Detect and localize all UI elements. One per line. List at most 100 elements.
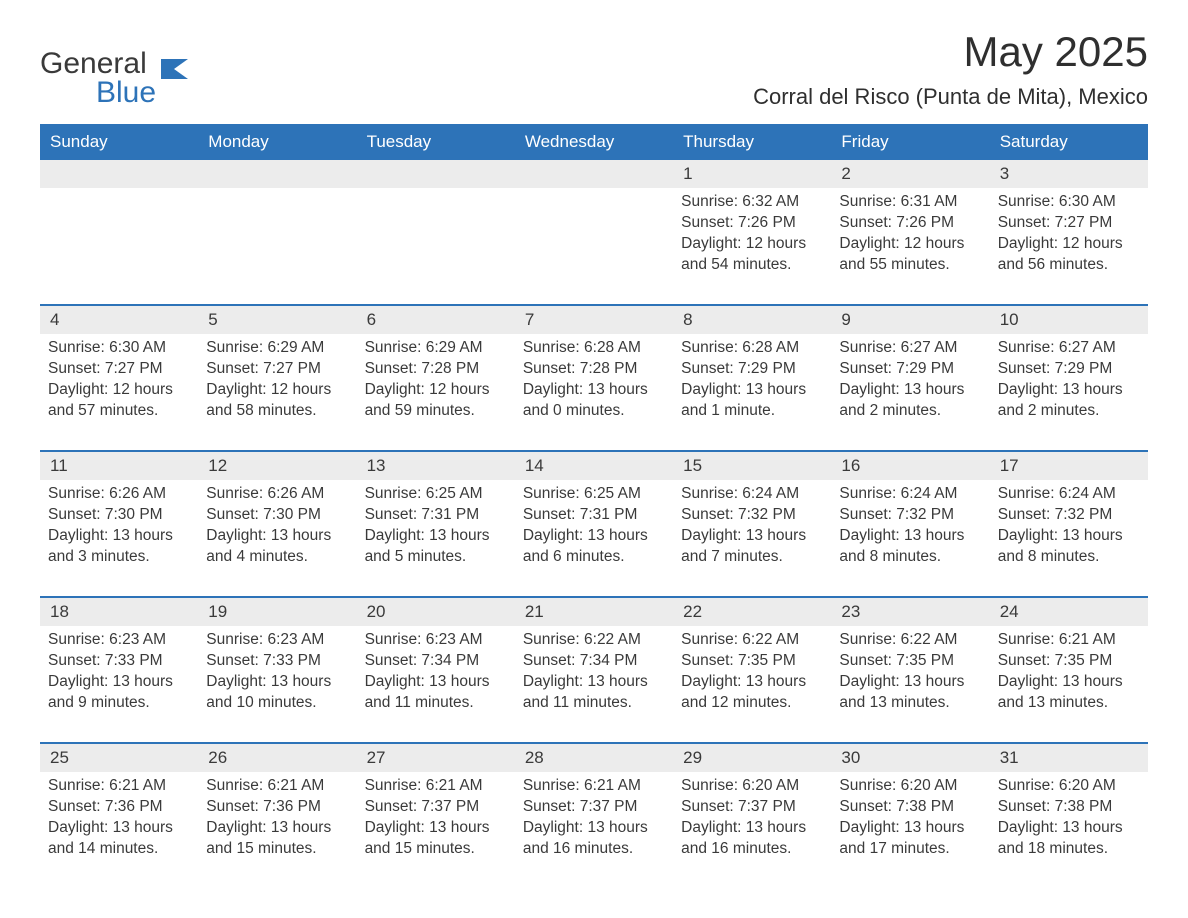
sunset-text: Sunset: 7:37 PM [365,797,507,818]
sunrise-text: Sunrise: 6:21 AM [365,776,507,797]
day-number: 15 [673,452,831,480]
daylight-text: Daylight: 13 hours and 9 minutes. [48,672,190,714]
daylight-text: Daylight: 13 hours and 2 minutes. [998,380,1140,422]
day-cell [40,160,198,288]
sunset-text: Sunset: 7:38 PM [998,797,1140,818]
sunset-text: Sunset: 7:32 PM [839,505,981,526]
day-number: 11 [40,452,198,480]
day-cell: 24Sunrise: 6:21 AMSunset: 7:35 PMDayligh… [990,598,1148,726]
day-number: 2 [831,160,989,188]
flag-icon [160,58,194,85]
daylight-text: Daylight: 13 hours and 3 minutes. [48,526,190,568]
logo-blue: Blue [96,79,156,108]
day-cell: 16Sunrise: 6:24 AMSunset: 7:32 PMDayligh… [831,452,989,580]
week-row: 25Sunrise: 6:21 AMSunset: 7:36 PMDayligh… [40,742,1148,872]
day-cell: 9Sunrise: 6:27 AMSunset: 7:29 PMDaylight… [831,306,989,434]
day-body: Sunrise: 6:25 AMSunset: 7:31 PMDaylight:… [357,480,515,574]
day-body: Sunrise: 6:30 AMSunset: 7:27 PMDaylight:… [40,334,198,428]
day-number: 14 [515,452,673,480]
day-body: Sunrise: 6:32 AMSunset: 7:26 PMDaylight:… [673,188,831,282]
day-body: Sunrise: 6:21 AMSunset: 7:36 PMDaylight:… [40,772,198,866]
sunrise-text: Sunrise: 6:23 AM [48,630,190,651]
day-body: Sunrise: 6:21 AMSunset: 7:37 PMDaylight:… [515,772,673,866]
day-cell: 22Sunrise: 6:22 AMSunset: 7:35 PMDayligh… [673,598,831,726]
sunrise-text: Sunrise: 6:28 AM [681,338,823,359]
daylight-text: Daylight: 13 hours and 15 minutes. [365,818,507,860]
daylight-text: Daylight: 13 hours and 1 minute. [681,380,823,422]
day-cell: 29Sunrise: 6:20 AMSunset: 7:37 PMDayligh… [673,744,831,872]
day-body: Sunrise: 6:27 AMSunset: 7:29 PMDaylight:… [831,334,989,428]
day-number: 30 [831,744,989,772]
day-number [40,160,198,188]
day-body: Sunrise: 6:24 AMSunset: 7:32 PMDaylight:… [990,480,1148,574]
sunrise-text: Sunrise: 6:31 AM [839,192,981,213]
sunset-text: Sunset: 7:31 PM [523,505,665,526]
daylight-text: Daylight: 13 hours and 11 minutes. [365,672,507,714]
weekday-header: Sunday Monday Tuesday Wednesday Thursday… [40,124,1148,160]
sunrise-text: Sunrise: 6:21 AM [206,776,348,797]
day-number: 22 [673,598,831,626]
sunrise-text: Sunrise: 6:25 AM [523,484,665,505]
logo-general: General [40,50,156,79]
day-number: 3 [990,160,1148,188]
day-body: Sunrise: 6:22 AMSunset: 7:34 PMDaylight:… [515,626,673,720]
day-cell: 17Sunrise: 6:24 AMSunset: 7:32 PMDayligh… [990,452,1148,580]
day-cell: 10Sunrise: 6:27 AMSunset: 7:29 PMDayligh… [990,306,1148,434]
daylight-text: Daylight: 13 hours and 4 minutes. [206,526,348,568]
day-body: Sunrise: 6:23 AMSunset: 7:34 PMDaylight:… [357,626,515,720]
sunset-text: Sunset: 7:34 PM [523,651,665,672]
weekday-wednesday: Wednesday [515,124,673,160]
day-cell: 21Sunrise: 6:22 AMSunset: 7:34 PMDayligh… [515,598,673,726]
day-body: Sunrise: 6:24 AMSunset: 7:32 PMDaylight:… [831,480,989,574]
day-cell: 31Sunrise: 6:20 AMSunset: 7:38 PMDayligh… [990,744,1148,872]
day-number: 13 [357,452,515,480]
day-body: Sunrise: 6:20 AMSunset: 7:37 PMDaylight:… [673,772,831,866]
sunrise-text: Sunrise: 6:21 AM [48,776,190,797]
weekday-saturday: Saturday [990,124,1148,160]
day-number: 5 [198,306,356,334]
day-cell: 23Sunrise: 6:22 AMSunset: 7:35 PMDayligh… [831,598,989,726]
daylight-text: Daylight: 13 hours and 10 minutes. [206,672,348,714]
day-cell: 27Sunrise: 6:21 AMSunset: 7:37 PMDayligh… [357,744,515,872]
day-cell: 4Sunrise: 6:30 AMSunset: 7:27 PMDaylight… [40,306,198,434]
sunrise-text: Sunrise: 6:21 AM [998,630,1140,651]
title-block: May 2025 Corral del Risco (Punta de Mita… [753,28,1148,110]
sunrise-text: Sunrise: 6:27 AM [998,338,1140,359]
sunrise-text: Sunrise: 6:30 AM [48,338,190,359]
day-cell: 14Sunrise: 6:25 AMSunset: 7:31 PMDayligh… [515,452,673,580]
day-cell: 12Sunrise: 6:26 AMSunset: 7:30 PMDayligh… [198,452,356,580]
day-body: Sunrise: 6:28 AMSunset: 7:28 PMDaylight:… [515,334,673,428]
sunrise-text: Sunrise: 6:23 AM [365,630,507,651]
day-body: Sunrise: 6:31 AMSunset: 7:26 PMDaylight:… [831,188,989,282]
sunset-text: Sunset: 7:30 PM [48,505,190,526]
daylight-text: Daylight: 13 hours and 6 minutes. [523,526,665,568]
day-cell: 1Sunrise: 6:32 AMSunset: 7:26 PMDaylight… [673,160,831,288]
day-number: 31 [990,744,1148,772]
day-cell: 25Sunrise: 6:21 AMSunset: 7:36 PMDayligh… [40,744,198,872]
sunset-text: Sunset: 7:33 PM [206,651,348,672]
sunrise-text: Sunrise: 6:20 AM [839,776,981,797]
daylight-text: Daylight: 13 hours and 16 minutes. [523,818,665,860]
sunset-text: Sunset: 7:37 PM [523,797,665,818]
daylight-text: Daylight: 12 hours and 59 minutes. [365,380,507,422]
day-body: Sunrise: 6:21 AMSunset: 7:36 PMDaylight:… [198,772,356,866]
daylight-text: Daylight: 13 hours and 0 minutes. [523,380,665,422]
day-body: Sunrise: 6:25 AMSunset: 7:31 PMDaylight:… [515,480,673,574]
daylight-text: Daylight: 13 hours and 13 minutes. [839,672,981,714]
sunset-text: Sunset: 7:30 PM [206,505,348,526]
sunrise-text: Sunrise: 6:20 AM [681,776,823,797]
day-cell [357,160,515,288]
day-body: Sunrise: 6:23 AMSunset: 7:33 PMDaylight:… [198,626,356,720]
day-cell [198,160,356,288]
day-number: 17 [990,452,1148,480]
day-number [357,160,515,188]
day-number: 18 [40,598,198,626]
daylight-text: Daylight: 13 hours and 13 minutes. [998,672,1140,714]
day-body: Sunrise: 6:23 AMSunset: 7:33 PMDaylight:… [40,626,198,720]
daylight-text: Daylight: 13 hours and 7 minutes. [681,526,823,568]
sunrise-text: Sunrise: 6:28 AM [523,338,665,359]
day-number: 7 [515,306,673,334]
day-cell: 5Sunrise: 6:29 AMSunset: 7:27 PMDaylight… [198,306,356,434]
daylight-text: Daylight: 13 hours and 15 minutes. [206,818,348,860]
sunset-text: Sunset: 7:36 PM [206,797,348,818]
